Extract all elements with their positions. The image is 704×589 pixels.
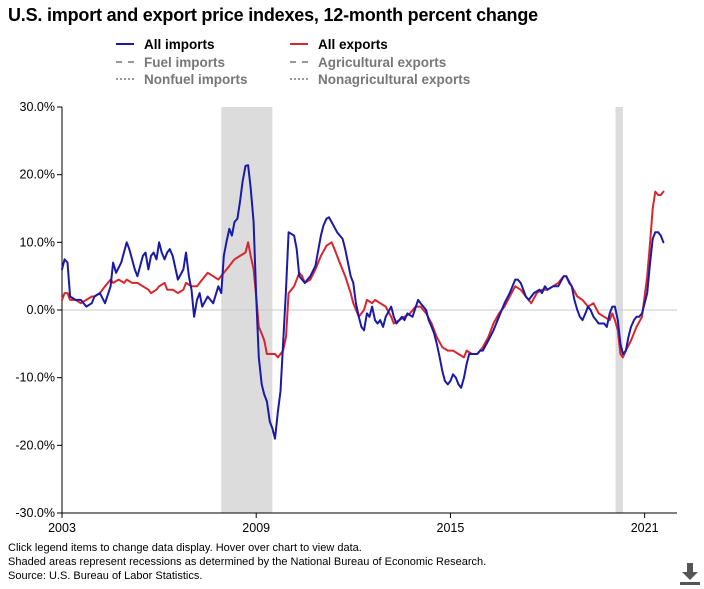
y-tick-label: 0.0%	[27, 303, 56, 317]
legend-label: Nonfuel imports	[144, 71, 248, 87]
y-tick-label: -20.0%	[15, 438, 55, 452]
chart-title: U.S. import and export price indexes, 12…	[8, 5, 538, 25]
legend-item-all-imports[interactable]: All imports	[116, 35, 215, 53]
x-tick-label: 2021	[631, 521, 659, 535]
x-tick-label: 2003	[48, 521, 76, 535]
legend-swatch-agricultural-exports	[290, 61, 308, 63]
chart-plot-area[interactable]: 30.0%20.0%10.0%0.0%-10.0%-20.0%-30.0%200…	[0, 0, 704, 545]
legend-item-nonagricultural-exports[interactable]: Nonagricultural exports	[290, 70, 470, 88]
legend-swatch-all-imports	[116, 43, 134, 45]
legend-swatch-fuel-imports	[116, 61, 134, 63]
footnote-instructions: Click legend items to change data displa…	[8, 542, 362, 554]
y-tick-label: 20.0%	[20, 168, 55, 182]
legend-label: All exports	[318, 36, 388, 52]
y-tick-label: -10.0%	[15, 371, 55, 385]
download-arrow-icon[interactable]	[679, 562, 701, 586]
x-tick-label: 2009	[242, 521, 270, 535]
legend-label: Agricultural exports	[318, 54, 447, 70]
y-tick-label: -30.0%	[15, 506, 55, 520]
series-line-all-imports	[61, 164, 665, 440]
legend-label: Fuel imports	[144, 54, 226, 70]
legend-item-fuel-imports[interactable]: Fuel imports	[116, 53, 225, 71]
legend-item-nonfuel-imports[interactable]: Nonfuel imports	[116, 70, 248, 88]
legend-swatch-nonagricultural-exports	[290, 78, 308, 80]
legend-label: All imports	[144, 36, 215, 52]
legend-swatch-nonfuel-imports	[116, 78, 134, 80]
legend-item-all-exports[interactable]: All exports	[290, 35, 388, 53]
x-tick-label: 2015	[437, 521, 465, 535]
y-tick-label: 10.0%	[20, 235, 55, 249]
footnote-recessions: Shaded areas represent recessions as det…	[8, 556, 487, 568]
legend-item-agricultural-exports[interactable]: Agricultural exports	[290, 53, 446, 71]
footnote-source: Source: U.S. Bureau of Labor Statistics.	[8, 570, 203, 582]
series-line-all-exports	[61, 190, 665, 359]
legend-swatch-all-exports	[290, 43, 308, 45]
legend-label: Nonagricultural exports	[318, 71, 471, 87]
y-tick-label: 30.0%	[20, 100, 55, 114]
